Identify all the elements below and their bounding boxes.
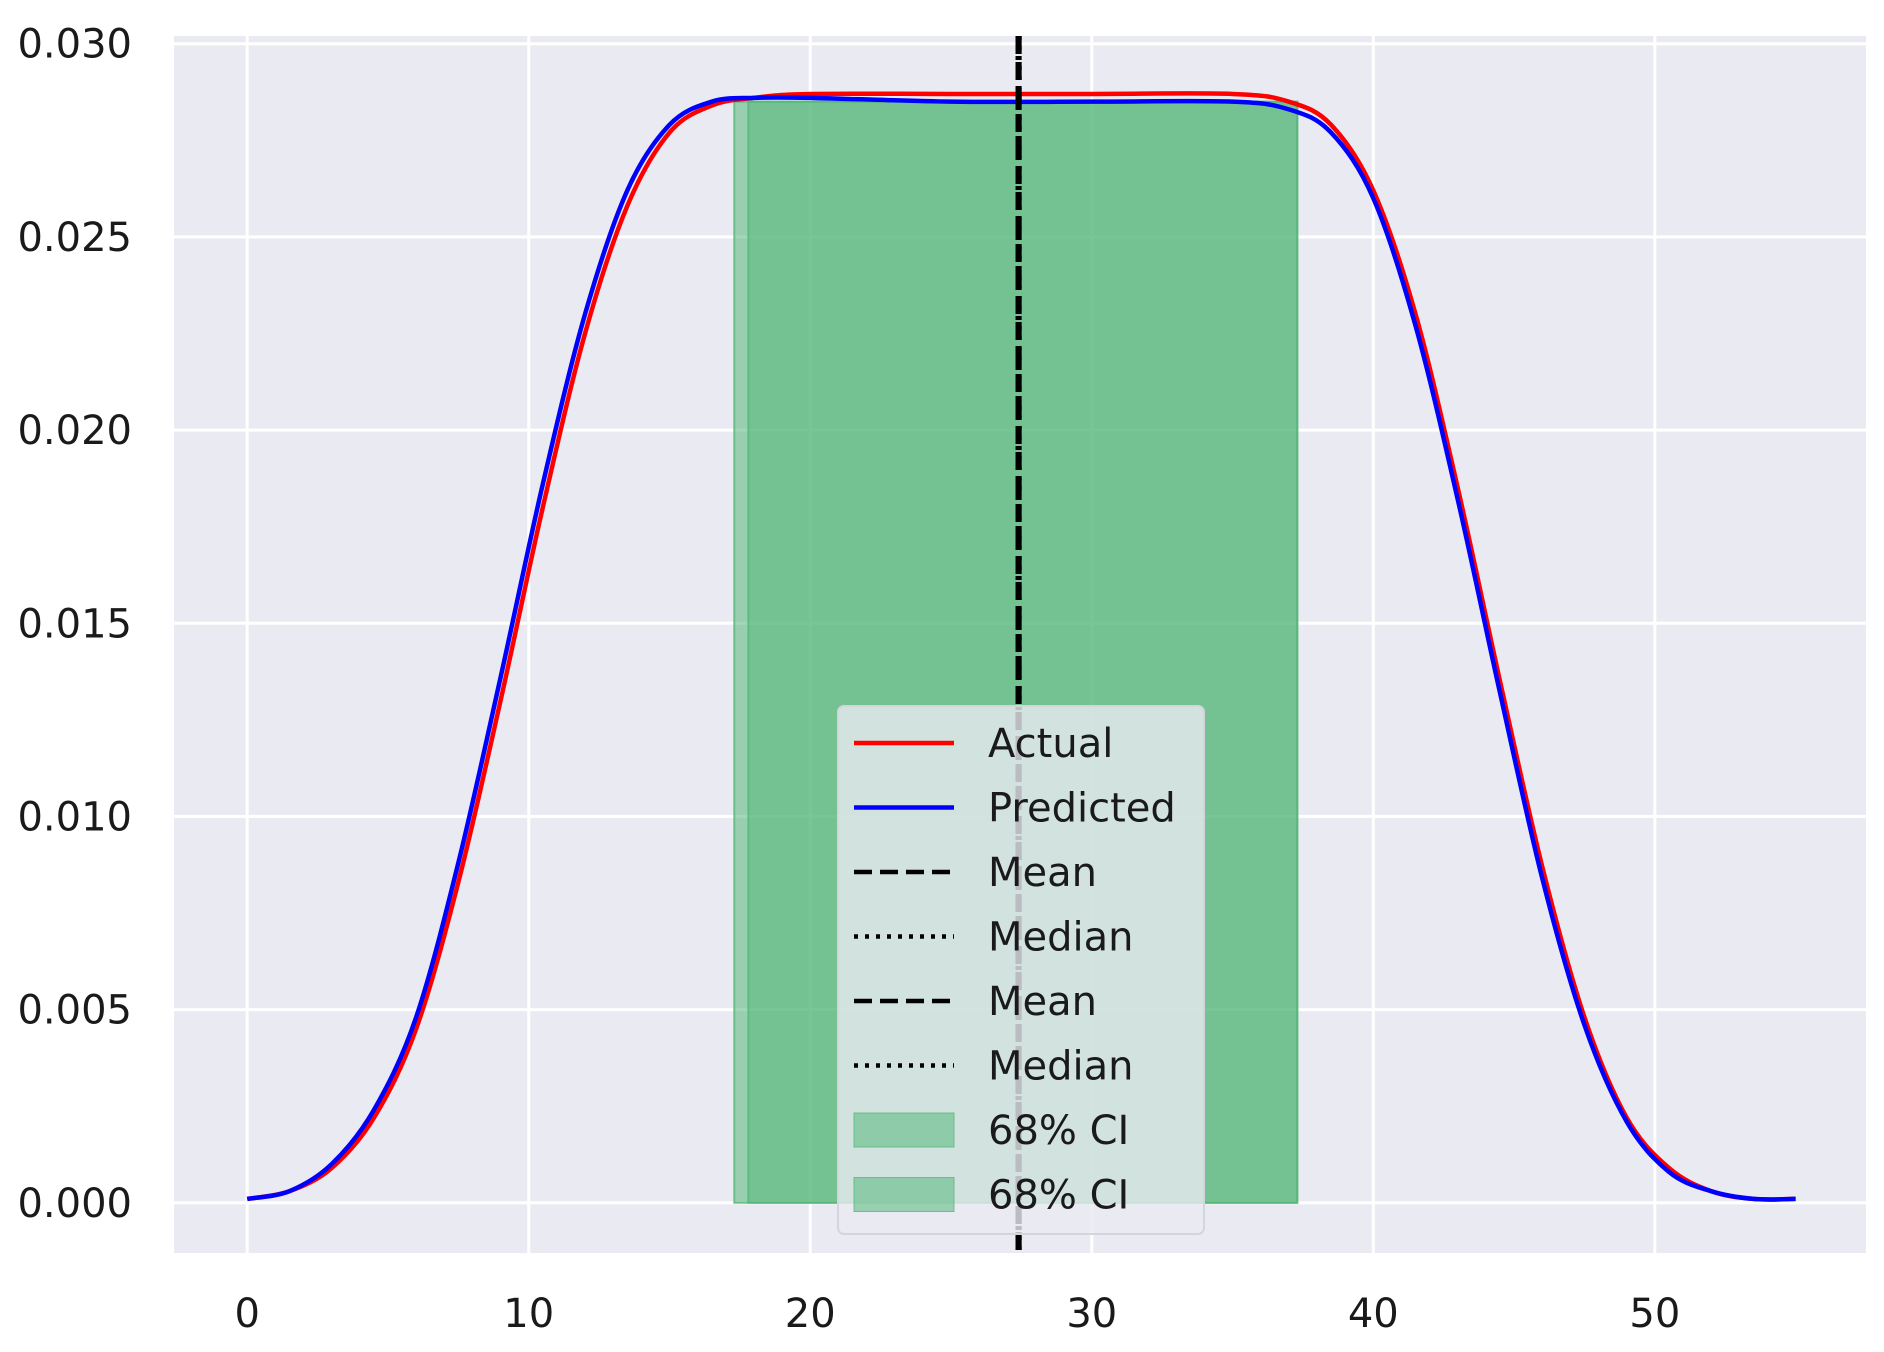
- legend-label: 68% CI: [988, 1108, 1129, 1154]
- x-tick-label: 40: [1348, 1291, 1399, 1337]
- legend-label: Median: [988, 915, 1134, 961]
- legend-label: 68% CI: [988, 1173, 1129, 1219]
- x-tick-label: 30: [1066, 1291, 1117, 1337]
- legend-label: Actual: [988, 721, 1113, 767]
- x-tick-label: 50: [1629, 1291, 1680, 1337]
- x-tick-label: 0: [234, 1291, 259, 1337]
- y-axis-ticks: 0.000 0.005 0.010 0.015 0.020 0.025 0.030: [17, 22, 132, 1227]
- y-tick-label: 0.020: [17, 408, 132, 454]
- legend-label: Mean: [988, 979, 1097, 1025]
- y-tick-label: 0.010: [17, 794, 132, 840]
- y-tick-label: 0.025: [17, 215, 132, 261]
- legend-label: Mean: [988, 850, 1097, 896]
- y-tick-label: 0.005: [17, 988, 132, 1034]
- y-tick-label: 0.015: [17, 601, 132, 647]
- legend-handle-ci: [853, 1177, 955, 1212]
- x-tick-label: 20: [785, 1291, 836, 1337]
- legend-handle-ci: [853, 1112, 955, 1148]
- y-tick-label: 0.030: [17, 22, 132, 68]
- x-axis-ticks: 0 10 20 30 40 50: [234, 1291, 1680, 1337]
- y-tick-label: 0.000: [17, 1181, 132, 1227]
- legend-label: Median: [988, 1044, 1134, 1090]
- legend-label: Predicted: [988, 786, 1176, 832]
- legend: Actual Predicted Mean Median Mean Median 68% C…: [837, 705, 1205, 1235]
- legend-box: [837, 705, 1205, 1235]
- x-tick-label: 10: [503, 1291, 554, 1337]
